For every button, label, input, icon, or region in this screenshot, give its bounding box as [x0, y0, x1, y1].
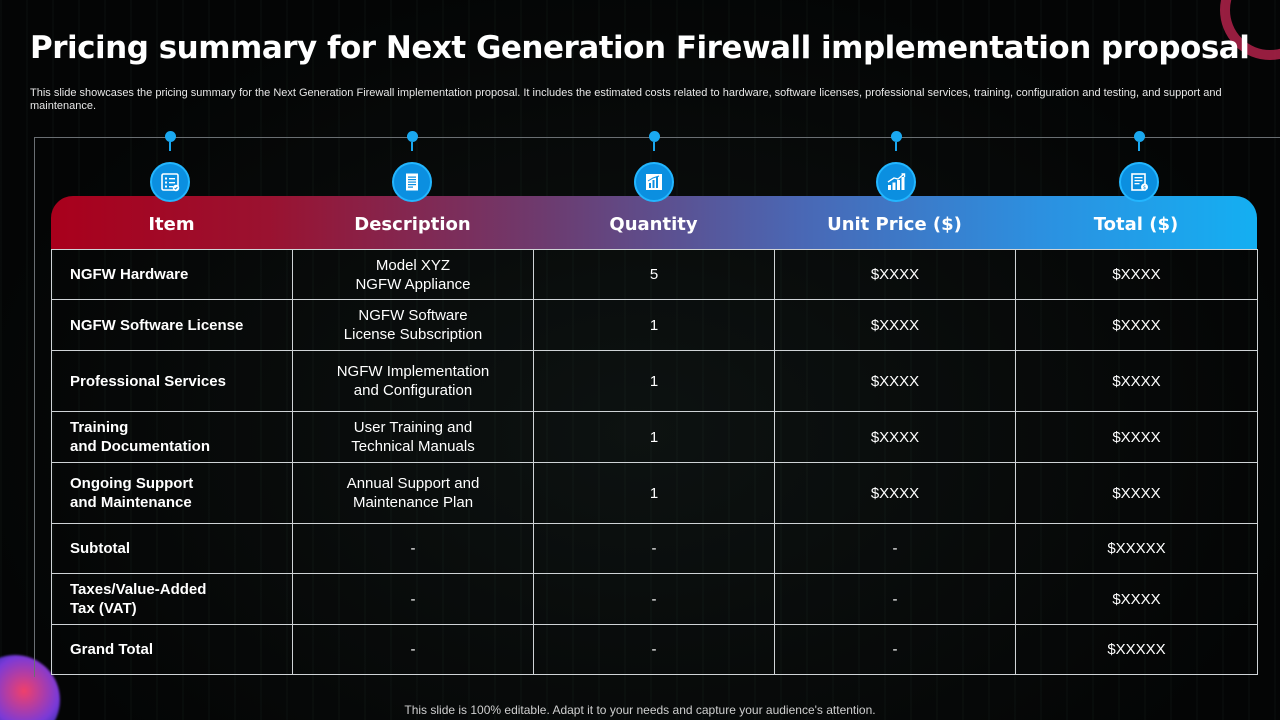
bar-chart-report-icon — [634, 162, 674, 202]
row-item-cell: Grand Total — [51, 624, 293, 675]
row-total-cell: $XXXX — [1015, 462, 1258, 524]
row-total-cell: $XXXXX — [1015, 624, 1258, 675]
table-row: Subtotal - - - $XXXXX — [51, 523, 1258, 574]
row-unit-price-cell: $XXXX — [774, 299, 1016, 351]
table-row: Grand Total - - - $XXXXX — [51, 624, 1258, 675]
row-description-cell: - — [292, 523, 534, 574]
row-item-cell: Taxes/Value-Added Tax (VAT) — [51, 573, 293, 625]
table-row: NGFW Software License NGFW Software Licens… — [51, 299, 1258, 351]
row-quantity-cell: - — [533, 573, 775, 625]
row-total-cell: $XXXX — [1015, 573, 1258, 625]
svg-text:$: $ — [1143, 185, 1146, 191]
column-header-total: Total ($) — [1093, 214, 1179, 235]
page-title: Pricing summary for Next Generation Fire… — [30, 30, 1250, 66]
column-marker — [890, 131, 902, 151]
column-header-unit-price: Unit Price ($) — [827, 214, 962, 235]
table-row: Professional Services NGFW Implementation… — [51, 350, 1258, 412]
footer-note: This slide is 100% editable. Adapt it to… — [404, 703, 876, 717]
row-total-cell: $XXXX — [1015, 411, 1258, 463]
column-marker — [164, 131, 176, 151]
row-total-cell: $XXXX — [1015, 350, 1258, 412]
decorative-ring — [1220, 0, 1280, 60]
row-quantity-cell: 1 — [533, 299, 775, 351]
column-header-quantity: Quantity — [609, 214, 698, 235]
table-header: Item Description Quantity Unit Price ($)… — [51, 196, 1257, 249]
row-item-cell: Ongoing Support and Maintenance — [51, 462, 293, 524]
row-description-cell: User Training and Technical Manuals — [292, 411, 534, 463]
row-description-cell: NGFW Software License Subscription — [292, 299, 534, 351]
row-quantity-cell: 1 — [533, 411, 775, 463]
row-description-cell: NGFW Implementation and Configuration — [292, 350, 534, 412]
pricing-table: NGFW Hardware Model XYZ NGFW Appliance 5 $XX… — [51, 249, 1258, 675]
growth-chart-icon — [876, 162, 916, 202]
row-item-cell: Subtotal — [51, 523, 293, 574]
page-subtitle: This slide showcases the pricing summary… — [30, 87, 1222, 112]
row-item-cell: NGFW Hardware — [51, 249, 293, 300]
row-total-cell: $XXXX — [1015, 249, 1258, 300]
row-quantity-cell: - — [533, 624, 775, 675]
checklist-icon — [150, 162, 190, 202]
row-total-cell: $XXXXX — [1015, 523, 1258, 574]
table-row: Taxes/Value-Added Tax (VAT) - - - $XXXX — [51, 573, 1258, 625]
row-quantity-cell: 1 — [533, 462, 775, 524]
column-marker — [648, 131, 660, 151]
row-description-cell: Annual Support and Maintenance Plan — [292, 462, 534, 524]
row-total-cell: $XXXX — [1015, 299, 1258, 351]
row-quantity-cell: 5 — [533, 249, 775, 300]
table-row: NGFW Hardware Model XYZ NGFW Appliance 5 $XX… — [51, 249, 1258, 300]
column-marker — [1133, 131, 1145, 151]
row-unit-price-cell: - — [774, 573, 1016, 625]
column-marker — [406, 131, 418, 151]
row-item-cell: Training and Documentation — [51, 411, 293, 463]
row-description-cell: Model XYZ NGFW Appliance — [292, 249, 534, 300]
row-quantity-cell: 1 — [533, 350, 775, 412]
row-unit-price-cell: $XXXX — [774, 350, 1016, 412]
table-row: Training and Documentation User Training a… — [51, 411, 1258, 463]
invoice-icon: $ — [1119, 162, 1159, 202]
row-unit-price-cell: $XXXX — [774, 462, 1016, 524]
row-unit-price-cell: $XXXX — [774, 411, 1016, 463]
column-header-item: Item — [148, 214, 195, 235]
row-unit-price-cell: $XXXX — [774, 249, 1016, 300]
row-description-cell: - — [292, 573, 534, 625]
document-icon — [392, 162, 432, 202]
row-item-cell: Professional Services — [51, 350, 293, 412]
row-description-cell: - — [292, 624, 534, 675]
row-unit-price-cell: - — [774, 523, 1016, 574]
column-header-description: Description — [354, 214, 471, 235]
row-unit-price-cell: - — [774, 624, 1016, 675]
row-item-cell: NGFW Software License — [51, 299, 293, 351]
row-quantity-cell: - — [533, 523, 775, 574]
table-row: Ongoing Support and Maintenance Annual Sup… — [51, 462, 1258, 524]
